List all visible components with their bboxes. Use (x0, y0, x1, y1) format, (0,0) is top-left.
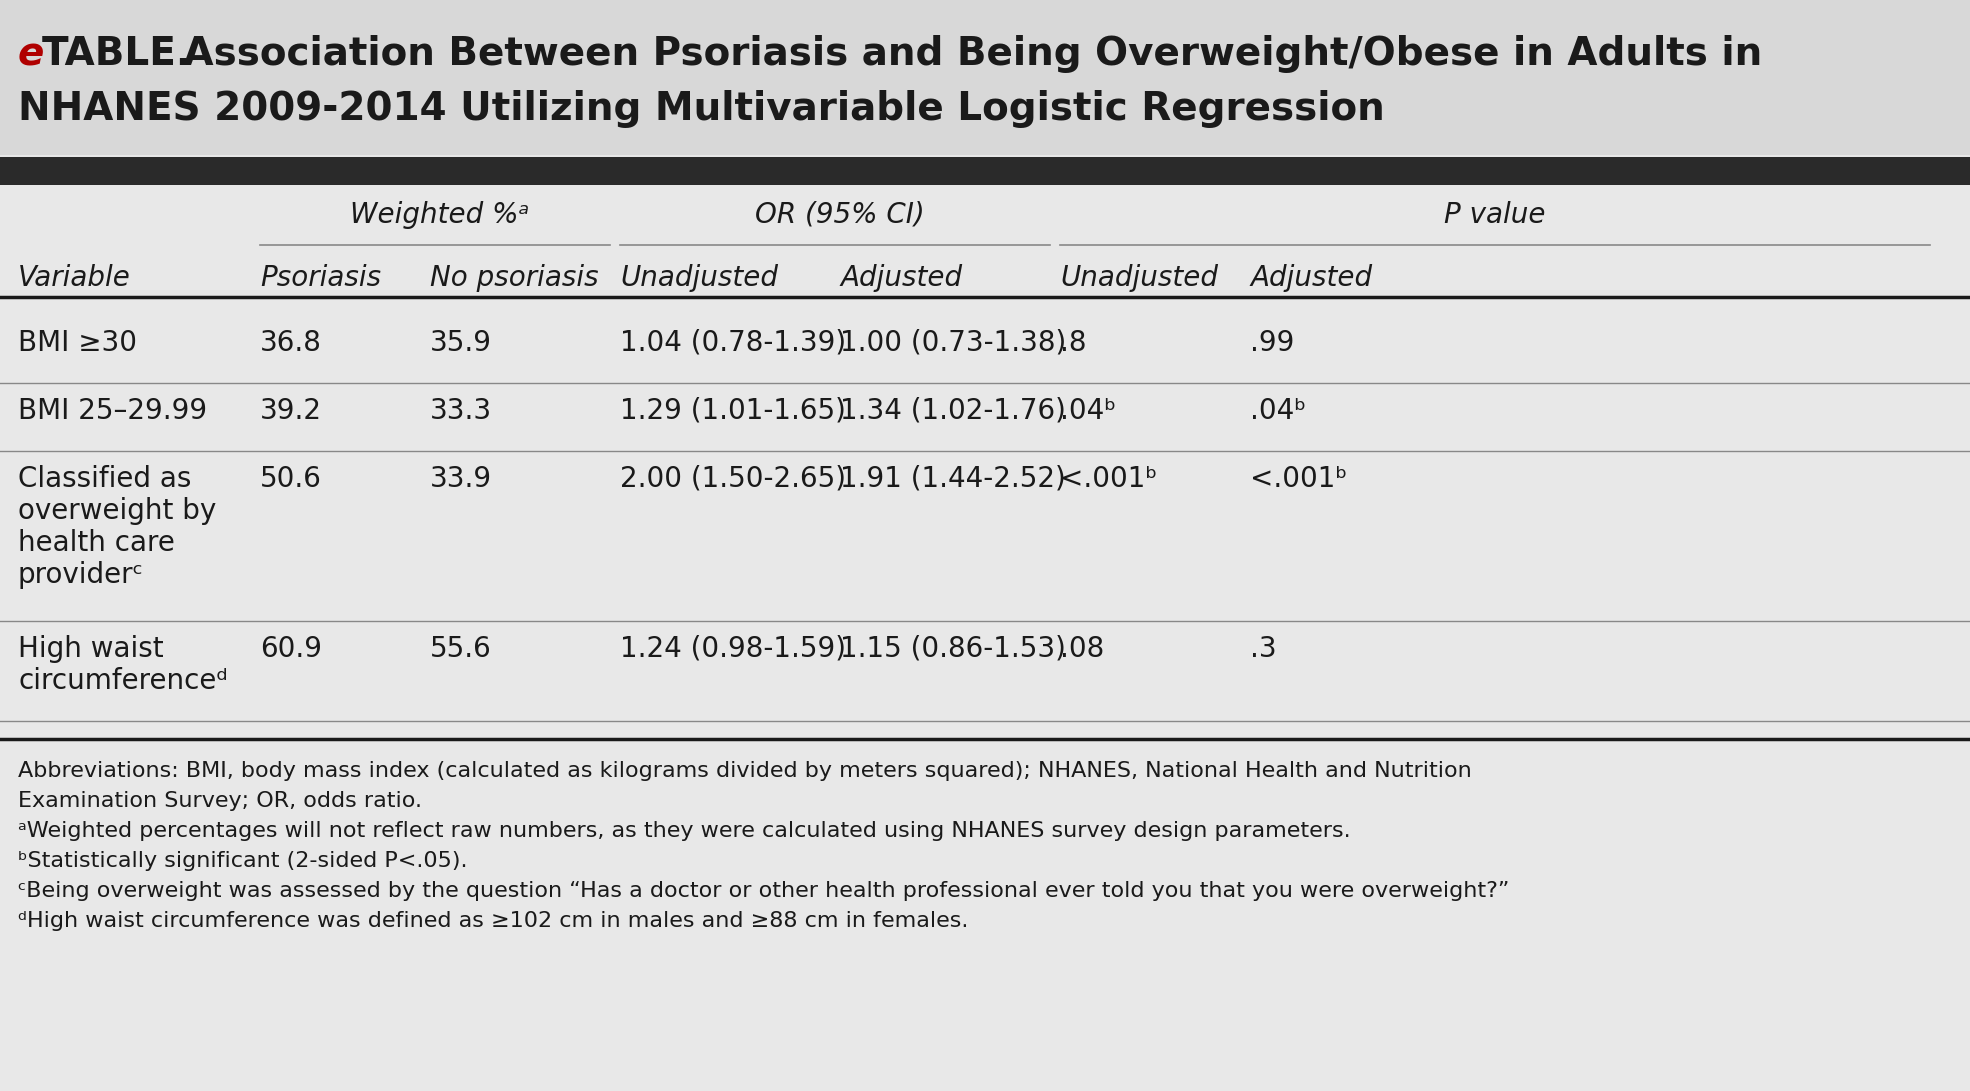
Text: 1.00 (0.73-1.38): 1.00 (0.73-1.38) (839, 329, 1066, 357)
Text: 33.3: 33.3 (429, 397, 492, 425)
Text: Unadjusted: Unadjusted (1060, 264, 1217, 292)
Text: 33.9: 33.9 (429, 465, 492, 493)
Text: ᵃWeighted percentages will not reflect raw numbers, as they were calculated usin: ᵃWeighted percentages will not reflect r… (18, 822, 1351, 841)
Text: P value: P value (1444, 201, 1546, 229)
Text: BMI 25–29.99: BMI 25–29.99 (18, 397, 207, 425)
Text: Psoriasis: Psoriasis (260, 264, 380, 292)
Text: 1.04 (0.78-1.39): 1.04 (0.78-1.39) (621, 329, 847, 357)
FancyBboxPatch shape (0, 155, 1970, 1091)
Text: .8: .8 (1060, 329, 1087, 357)
Text: .04ᵇ: .04ᵇ (1251, 397, 1306, 425)
Text: .08: .08 (1060, 635, 1105, 663)
Text: e: e (18, 35, 45, 73)
Text: 35.9: 35.9 (429, 329, 492, 357)
Text: 50.6: 50.6 (260, 465, 321, 493)
Text: Classified as: Classified as (18, 465, 191, 493)
Text: TABLE.: TABLE. (41, 35, 191, 73)
Text: BMI ≥30: BMI ≥30 (18, 329, 138, 357)
Text: OR (95% CI): OR (95% CI) (755, 201, 924, 229)
Text: .04ᵇ: .04ᵇ (1060, 397, 1117, 425)
Text: 2.00 (1.50-2.65): 2.00 (1.50-2.65) (621, 465, 845, 493)
Text: 1.91 (1.44-2.52): 1.91 (1.44-2.52) (839, 465, 1066, 493)
Text: .99: .99 (1251, 329, 1294, 357)
FancyBboxPatch shape (0, 157, 1970, 185)
Text: 60.9: 60.9 (260, 635, 321, 663)
Text: Weighted %ᵃ: Weighted %ᵃ (351, 201, 530, 229)
Text: 1.24 (0.98-1.59): 1.24 (0.98-1.59) (621, 635, 845, 663)
Text: No psoriasis: No psoriasis (429, 264, 599, 292)
Text: ᵇStatistically significant (2-sided P<.05).: ᵇStatistically significant (2-sided P<.0… (18, 851, 467, 871)
FancyBboxPatch shape (0, 0, 1970, 155)
Text: Adjusted: Adjusted (839, 264, 961, 292)
Text: ᶜBeing overweight was assessed by the question “Has a doctor or other health pro: ᶜBeing overweight was assessed by the qu… (18, 882, 1509, 901)
Text: NHANES 2009-2014 Utilizing Multivariable Logistic Regression: NHANES 2009-2014 Utilizing Multivariable… (18, 89, 1385, 128)
Text: 55.6: 55.6 (429, 635, 492, 663)
Text: High waist: High waist (18, 635, 164, 663)
Text: Adjusted: Adjusted (1251, 264, 1373, 292)
Text: 1.29 (1.01-1.65): 1.29 (1.01-1.65) (621, 397, 845, 425)
Text: health care: health care (18, 529, 175, 558)
Text: 1.34 (1.02-1.76): 1.34 (1.02-1.76) (839, 397, 1066, 425)
Text: 1.15 (0.86-1.53): 1.15 (0.86-1.53) (839, 635, 1066, 663)
Text: <.001ᵇ: <.001ᵇ (1251, 465, 1347, 493)
Text: 36.8: 36.8 (260, 329, 321, 357)
Text: Abbreviations: BMI, body mass index (calculated as kilograms divided by meters s: Abbreviations: BMI, body mass index (cal… (18, 762, 1472, 781)
Text: circumferenceᵈ: circumferenceᵈ (18, 667, 229, 695)
Text: 39.2: 39.2 (260, 397, 321, 425)
Text: providerᶜ: providerᶜ (18, 561, 144, 589)
Text: <.001ᵇ: <.001ᵇ (1060, 465, 1156, 493)
Text: Association Between Psoriasis and Being Overweight/Obese in Adults in: Association Between Psoriasis and Being … (169, 35, 1763, 73)
Text: Variable: Variable (18, 264, 130, 292)
Text: .3: .3 (1251, 635, 1277, 663)
Text: ᵈHigh waist circumference was defined as ≥102 cm in males and ≥88 cm in females.: ᵈHigh waist circumference was defined as… (18, 911, 969, 931)
Text: Unadjusted: Unadjusted (621, 264, 778, 292)
Text: Examination Survey; OR, odds ratio.: Examination Survey; OR, odds ratio. (18, 791, 422, 811)
Text: overweight by: overweight by (18, 497, 217, 525)
